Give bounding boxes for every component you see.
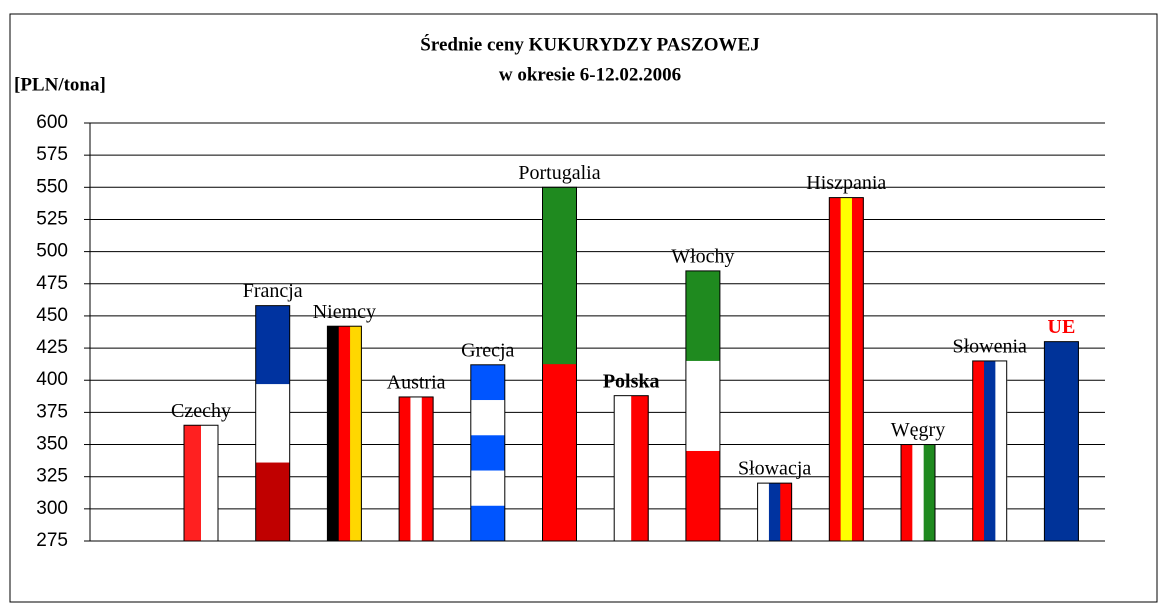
bar <box>900 444 936 542</box>
y-tick-label: 550 <box>36 176 68 197</box>
bar <box>685 270 721 542</box>
bar-stripe <box>912 444 925 541</box>
bar-outline <box>326 325 362 542</box>
bar-label: Słowacja <box>738 458 811 480</box>
bar-stripe <box>1044 341 1079 541</box>
bar-stripe <box>470 505 505 542</box>
bar-label: Portugalia <box>518 162 600 184</box>
bar-label: Czechy <box>171 400 231 422</box>
bar-outline <box>398 396 434 542</box>
bar-label: Francja <box>243 280 303 302</box>
bar-stripe <box>255 462 290 542</box>
bar <box>326 325 362 542</box>
y-tick-label: 475 <box>36 273 68 294</box>
y-tick-label: 300 <box>36 498 68 519</box>
bar-stripe <box>614 395 632 541</box>
bar-outline <box>972 360 1008 542</box>
y-tick-label: 500 <box>36 241 68 262</box>
bar-outline <box>757 482 793 542</box>
bar-stripe <box>757 483 770 541</box>
bar-stripe <box>685 360 720 452</box>
bar-label: Austria <box>387 372 446 394</box>
bar-stripe <box>631 395 649 541</box>
y-tick-label: 350 <box>36 434 68 455</box>
y-tick-label: 325 <box>36 466 68 487</box>
bar-stripe <box>901 444 913 541</box>
bar-outline <box>1043 341 1079 542</box>
bar-stripe <box>972 360 985 541</box>
bar-stripe <box>470 400 505 436</box>
bar-label: UE <box>1048 316 1076 338</box>
bar-stripe <box>685 450 720 542</box>
bar <box>613 395 649 542</box>
bar-label: Polska <box>603 370 660 392</box>
bar-label: Węgry <box>891 419 945 441</box>
y-tick-label: 600 <box>36 112 68 133</box>
bar-label: Słowenia <box>952 336 1027 358</box>
bar-stripe <box>255 384 290 464</box>
y-tick-label: 425 <box>36 337 68 358</box>
bar <box>972 360 1008 542</box>
y-tick-label: 400 <box>36 369 68 390</box>
bar-stripe <box>984 360 996 541</box>
bar-stripe <box>470 364 505 401</box>
bar-stripe <box>470 470 505 507</box>
bar-outline <box>828 197 864 542</box>
bar <box>470 364 506 542</box>
bar-stripe <box>410 396 423 541</box>
bar-stripe <box>338 326 351 541</box>
bar-stripe <box>851 197 864 541</box>
bar <box>255 305 291 542</box>
bar-outline <box>183 424 219 542</box>
y-tick-label: 450 <box>36 305 68 326</box>
bar-outline <box>613 395 649 542</box>
bar-stripe <box>470 435 505 472</box>
bar-stripe <box>829 197 842 541</box>
y-tick-label: 575 <box>36 144 68 165</box>
bar-label: Grecja <box>461 339 514 361</box>
bar-label: Włochy <box>671 246 734 268</box>
bar-outline <box>255 305 291 542</box>
bar-stripe <box>995 360 1008 541</box>
bar-outline <box>470 364 506 542</box>
bar <box>398 396 434 542</box>
bar-stripe <box>542 364 577 542</box>
bar-stripe <box>255 305 290 385</box>
bar-stripe <box>768 483 781 541</box>
bar <box>1043 341 1079 542</box>
bar-stripe <box>685 270 720 362</box>
bar-stripe <box>350 326 362 541</box>
y-axis-label: [PLN/tona] <box>14 74 106 95</box>
y-tick-label: 375 <box>36 401 68 422</box>
chart-title: Średnie ceny KUKURYDZY PASZOWEJ <box>420 33 759 55</box>
bar-stripe <box>399 396 411 541</box>
bar <box>542 186 577 542</box>
bar-stripe <box>840 197 853 541</box>
bar-stripe <box>542 187 577 365</box>
bar <box>757 482 793 542</box>
bar <box>828 197 864 542</box>
chart-subtitle: w okresie 6-12.02.2006 <box>499 64 681 85</box>
bar-stripe <box>780 483 793 541</box>
y-tick-label: 275 <box>36 530 68 551</box>
bar-outline <box>900 444 936 542</box>
bar-label: Hiszpania <box>806 172 886 194</box>
bar-stripe <box>201 425 219 541</box>
bar-stripe <box>923 444 936 541</box>
y-tick-label: 525 <box>36 208 68 229</box>
bar-outline <box>542 186 577 542</box>
bar-stripe <box>327 326 340 541</box>
bar-outline <box>685 270 721 542</box>
bar-label: Niemcy <box>313 301 376 323</box>
bar <box>183 424 219 542</box>
bar-stripe <box>421 396 434 541</box>
bar-stripe <box>184 425 202 541</box>
